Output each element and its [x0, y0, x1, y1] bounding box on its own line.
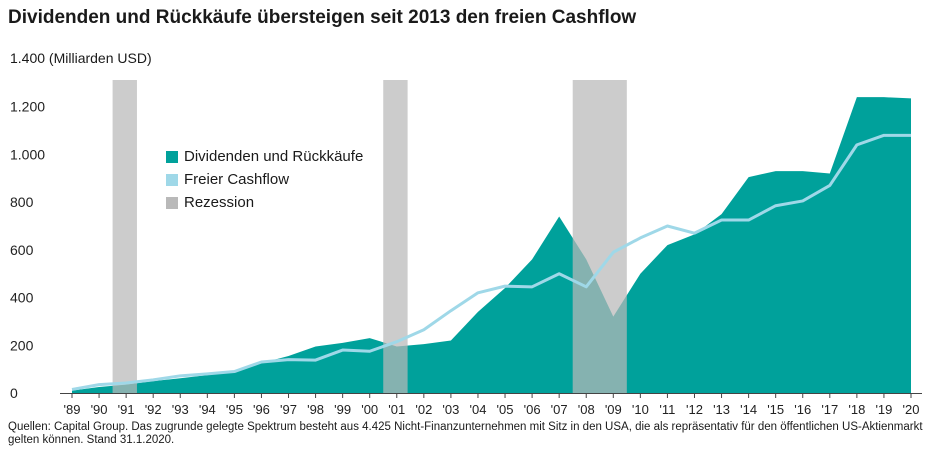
source-note: Quellen: Capital Group. Das zugrunde gel… [8, 421, 923, 446]
x-tick-label: '04 [469, 402, 486, 417]
x-tick-label: '02 [415, 402, 432, 417]
x-tick-label: '01 [388, 402, 405, 417]
y-tick-label: 400 [10, 290, 34, 306]
x-tick-label: '08 [578, 402, 595, 417]
dividends-vs-cashflow-chart: 0 200 400 600 800 1.000 1.200 '89 '90 '91 '92 '93 '… [10, 80, 922, 417]
x-tick-label: '97 [280, 402, 297, 417]
x-tick-label: '06 [524, 402, 541, 417]
x-tick-label: '94 [199, 402, 216, 417]
x-tick-label: '93 [172, 402, 189, 417]
x-tick-label: '00 [361, 402, 378, 417]
y-tick-label: 800 [10, 194, 34, 210]
x-tick-label: '14 [740, 402, 757, 417]
y-tick-label: 1.000 [10, 146, 45, 162]
dividends-area [72, 97, 911, 394]
x-tick-label: '98 [307, 402, 324, 417]
x-tick-label: '91 [118, 402, 135, 417]
recession-band-1 [112, 80, 137, 393]
legend: Dividenden und Rückkäufe Freier Cashflow… [166, 145, 363, 214]
legend-item-dividends: Dividenden und Rückkäufe [166, 145, 363, 168]
legend-item-free-cashflow: Freier Cashflow [166, 168, 363, 191]
legend-label-free-cashflow: Freier Cashflow [184, 171, 290, 188]
x-tick-label: '16 [794, 402, 811, 417]
x-tick-label: '95 [226, 402, 243, 417]
x-tick-label: '03 [442, 402, 459, 417]
x-tick-label: '18 [848, 402, 865, 417]
x-tick-label: '96 [253, 402, 270, 417]
x-tick-label: '11 [659, 402, 675, 417]
x-tick-label: '20 [903, 402, 920, 417]
x-tick-label: '90 [91, 402, 108, 417]
x-tick-label: '92 [145, 402, 162, 417]
legend-label-dividends: Dividenden und Rückkäufe [184, 148, 364, 165]
legend-swatch-free-cashflow [166, 173, 178, 186]
legend-swatch-dividends [166, 150, 178, 163]
legend-swatch-recession [166, 196, 178, 209]
y-axis-unit-label: 1.400 (Milliarden USD) [10, 50, 152, 66]
x-tick-label: '07 [551, 402, 568, 417]
x-tick-label: '09 [605, 402, 622, 417]
x-tick-label: '99 [334, 402, 351, 417]
y-tick-label: 1.200 [10, 99, 45, 115]
x-tick-label: '89 [64, 402, 81, 417]
x-tick-label: '15 [767, 402, 784, 417]
y-tick-label: 200 [10, 337, 34, 353]
recession-band-3 [572, 80, 627, 393]
chart-title: Dividenden und Rückkäufe übersteigen sei… [8, 7, 637, 28]
x-tick-label: '17 [821, 402, 838, 417]
x-tick-label: '19 [875, 402, 892, 417]
legend-label-recession: Rezession [184, 194, 255, 211]
y-tick-label: 600 [10, 242, 34, 258]
x-tick-label: '13 [713, 402, 730, 417]
y-tick-label: 0 [10, 385, 18, 401]
x-tick-label: '10 [632, 402, 649, 417]
free-cashflow-line [71, 133, 911, 391]
legend-item-recession: Rezession [166, 191, 363, 214]
x-tick-label: '12 [686, 402, 703, 417]
x-tick-label: '05 [497, 402, 514, 417]
